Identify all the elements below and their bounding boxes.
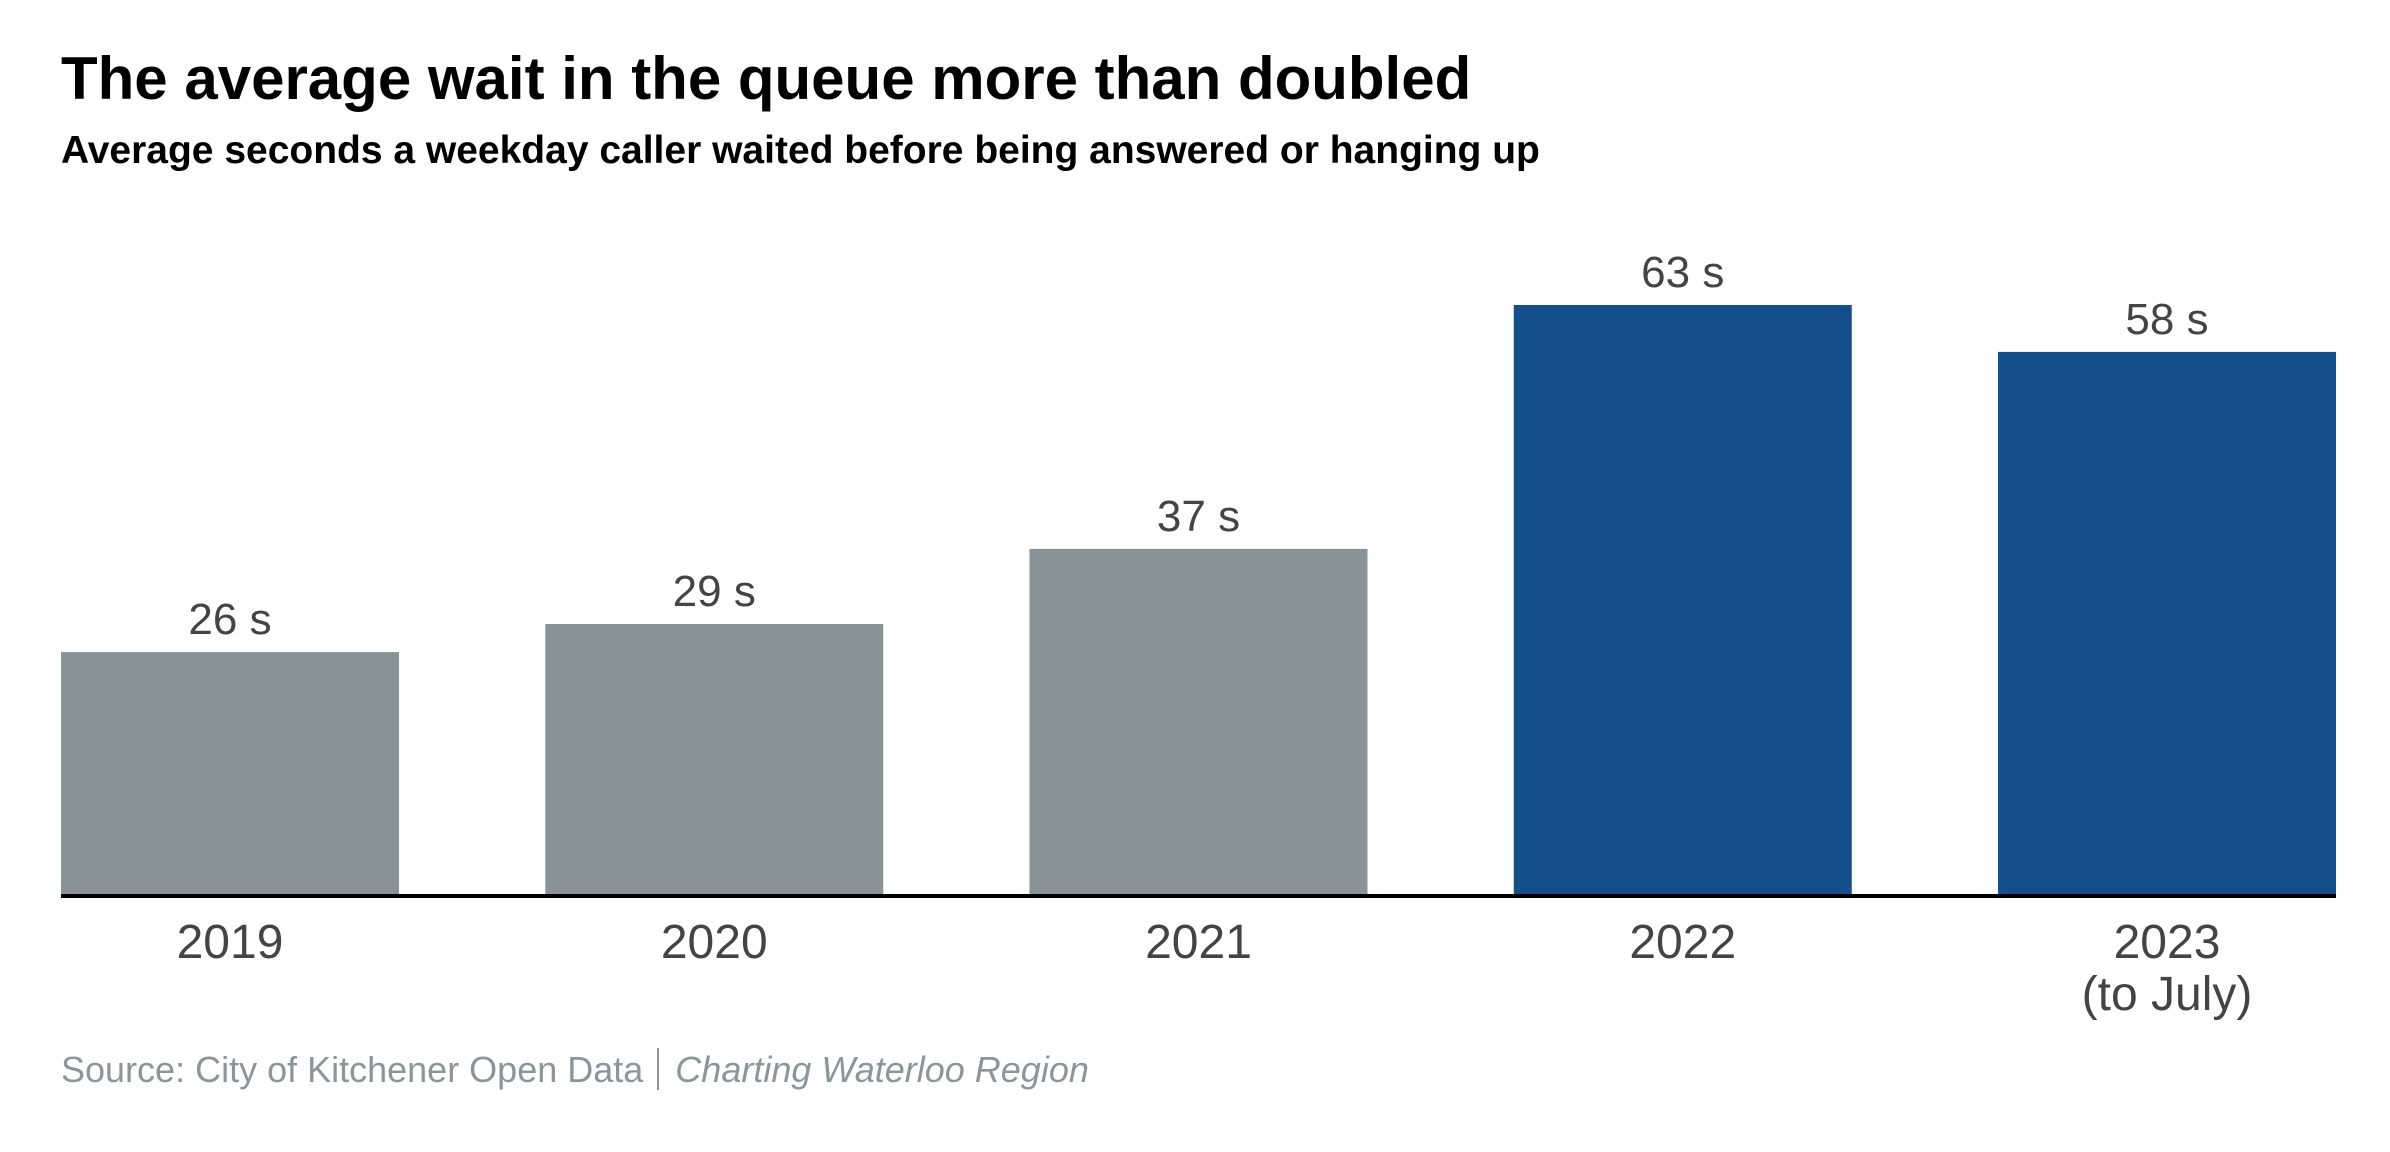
source-text: Source: City of Kitchener Open Data [61, 1049, 644, 1090]
chart-subtitle: Average seconds a weekday caller waited … [61, 129, 1540, 172]
data-label: 58 s [2125, 295, 2208, 344]
x-tick-label: 2023 [2114, 916, 2221, 969]
source-credit: Charting Waterloo Region [675, 1049, 1089, 1090]
bar [1998, 351, 2336, 896]
x-tick-label: 2021 [1145, 916, 1252, 969]
data-label: 37 s [1157, 492, 1240, 541]
source-separator [657, 1048, 660, 1091]
x-tick-label: 2020 [661, 916, 768, 969]
x-tick-label: 2019 [177, 916, 284, 969]
chart-title: The average wait in the queue more than … [61, 45, 1472, 112]
data-label: 26 s [188, 595, 271, 644]
x-tick-label: 2022 [1629, 916, 1736, 969]
data-label: 63 s [1641, 248, 1724, 297]
bar [1029, 548, 1368, 896]
bar [545, 623, 884, 896]
bar [1513, 305, 1852, 896]
source-note: Source: City of Kitchener Open Data Chart… [61, 1048, 1089, 1093]
bar [61, 652, 399, 896]
data-label: 29 s [673, 567, 756, 616]
x-tick-label: (to July) [2082, 968, 2253, 1021]
